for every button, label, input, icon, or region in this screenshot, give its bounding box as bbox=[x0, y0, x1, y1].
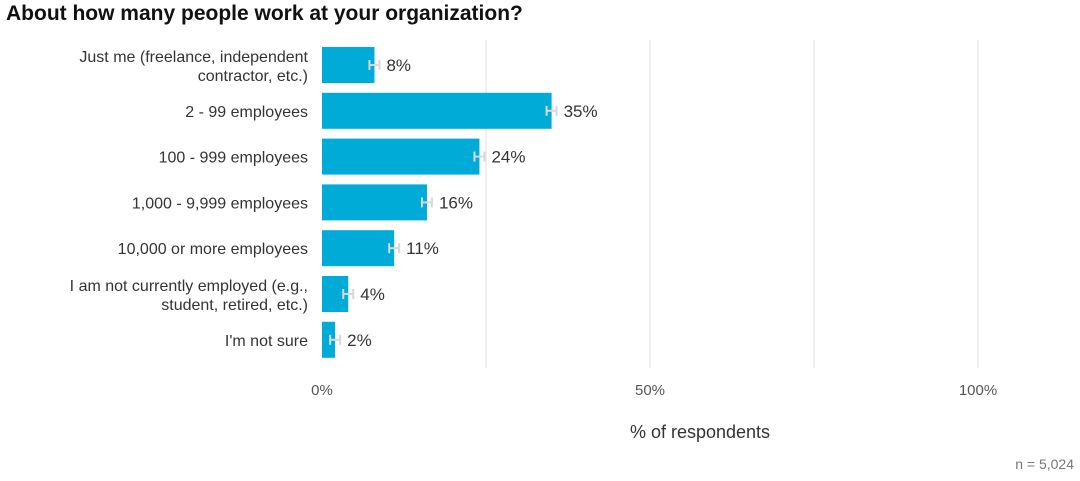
category-label: 2 - 99 employees bbox=[185, 104, 308, 121]
error-bar bbox=[368, 60, 381, 70]
chart-title: About how many people work at your organ… bbox=[6, 2, 523, 25]
value-label: 24% bbox=[491, 148, 525, 167]
category-label: 1,000 - 9,999 employees bbox=[132, 195, 308, 212]
error-bar bbox=[342, 289, 355, 299]
grid-lines bbox=[485, 40, 979, 368]
value-label: 35% bbox=[564, 102, 598, 121]
error-bar bbox=[329, 334, 342, 345]
bar bbox=[322, 138, 480, 175]
bar bbox=[322, 47, 375, 83]
error-bar bbox=[473, 151, 486, 162]
category-label: I am not currently employed (e.g., studen… bbox=[70, 278, 308, 314]
sample-size-note: n = 5,024 bbox=[1015, 456, 1074, 472]
error-bar bbox=[545, 105, 558, 116]
category-label: Just me (freelance, independent contracto… bbox=[79, 49, 308, 85]
category-label: I'm not sure bbox=[225, 333, 308, 350]
value-label: 16% bbox=[439, 193, 473, 212]
error-bar bbox=[420, 197, 433, 208]
x-axis-title: % of respondents bbox=[629, 422, 771, 442]
x-tick-label: 100% bbox=[959, 382, 997, 399]
bars bbox=[322, 47, 558, 358]
x-axis-ticks: 0% 50% 100% bbox=[311, 382, 997, 399]
error-bar bbox=[388, 243, 401, 254]
value-label: 4% bbox=[360, 285, 385, 304]
category-label: 10,000 or more employees bbox=[118, 241, 308, 258]
category-label: 100 - 999 employees bbox=[159, 150, 308, 167]
x-tick-label: 50% bbox=[635, 382, 665, 399]
labels: 8% Just me (freelance, independent contrac… bbox=[70, 49, 598, 350]
value-label: 11% bbox=[406, 239, 439, 258]
bar bbox=[322, 92, 552, 129]
x-tick-label: 0% bbox=[311, 382, 333, 399]
bar bbox=[322, 184, 427, 221]
value-label: 8% bbox=[386, 56, 411, 75]
value-label: 2% bbox=[347, 331, 372, 350]
bar bbox=[322, 321, 336, 358]
bar bbox=[322, 230, 395, 267]
